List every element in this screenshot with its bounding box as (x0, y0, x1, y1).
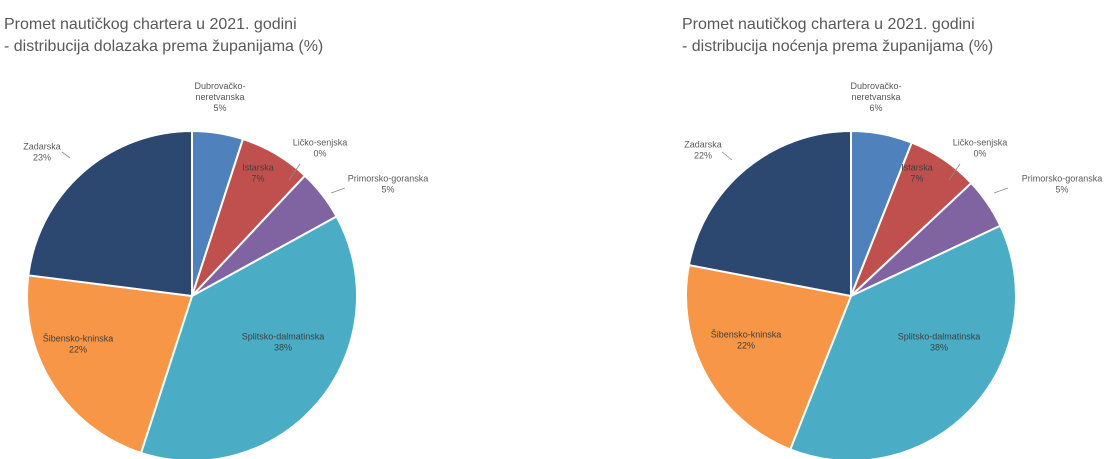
slice-value-label: 7% (910, 174, 923, 184)
slice-name-label: Splitsko-dalmatinska (898, 332, 981, 342)
pie-slice (789, 224, 1017, 459)
slice-name-label: Splitsko-dalmatinska (242, 332, 325, 342)
leader-line (61, 151, 71, 159)
slice-name-label: Ličko-senjska (293, 138, 348, 148)
slice-value-label: 0% (313, 149, 326, 159)
slice-value-label: 6% (869, 103, 882, 113)
leader-line (288, 163, 301, 181)
pie-plot: Dubrovačko-neretvanska5%Istarska7%Ličko-… (23, 81, 429, 459)
leader-line (948, 163, 961, 181)
slice-value-label: 5% (1055, 185, 1068, 195)
slice-value-label: 0% (973, 149, 986, 159)
slice-name-label: Istarska (901, 163, 933, 173)
slice-value-label: 38% (930, 343, 948, 353)
pie-slice (140, 215, 358, 459)
slice-name-label: neretvanska (851, 92, 900, 102)
pie-slice (27, 130, 193, 297)
slice-name-label: Ličko-senjska (953, 138, 1008, 148)
pie-chart-nights: Promet nautičkog chartera u 2021. godini… (560, 0, 1120, 459)
slice-value-label: 7% (251, 174, 264, 184)
slice-value-label: 22% (737, 341, 755, 351)
chart-title-line-1: Promet nautičkog chartera u 2021. godini (682, 16, 975, 33)
slice-name-label: Šibensko-kninska (711, 330, 782, 340)
chart-title: Promet nautičkog chartera u 2021. godini… (682, 14, 993, 58)
chart-title-line-2: - distribucija noćenja prema županijama … (682, 38, 994, 55)
leader-line (993, 187, 1009, 194)
pie-chart-arrivals: Promet nautičkog chartera u 2021. godini… (4, 14, 429, 459)
slice-name-label: Primorsko-goranska (348, 174, 429, 184)
slice-value-label: 23% (33, 153, 51, 163)
pie-slice (687, 130, 852, 297)
pie-slices (684, 130, 1017, 459)
leader-line (721, 151, 733, 161)
pie-slice (25, 274, 193, 454)
pie-slices (25, 130, 358, 459)
slice-name-label: neretvanska (195, 92, 244, 102)
pie-slice (684, 264, 852, 451)
slice-name-label: Zadarska (23, 142, 61, 152)
slice-name-label: Dubrovačko- (850, 81, 901, 91)
slice-value-label: 5% (213, 103, 226, 113)
slice-name-label: Istarska (242, 163, 274, 173)
slice-value-label: 22% (69, 345, 87, 355)
chart-title: Promet nautičkog chartera u 2021. godini… (4, 14, 323, 58)
slice-name-label: Dubrovačko- (194, 81, 245, 91)
slice-name-label: Zadarska (684, 140, 722, 150)
slice-name-label: Primorsko-goranska (1022, 174, 1103, 184)
leader-line (330, 187, 346, 194)
chart-title-line-1: Promet nautičkog chartera u 2021. godini (4, 16, 297, 33)
slice-value-label: 22% (694, 151, 712, 161)
slice-value-label: 5% (381, 185, 394, 195)
chart-title-line-2: - distribucija dolazaka prema županijama… (4, 38, 324, 55)
slice-value-label: 38% (274, 343, 292, 353)
slice-name-label: Šibensko-kninska (43, 334, 114, 344)
